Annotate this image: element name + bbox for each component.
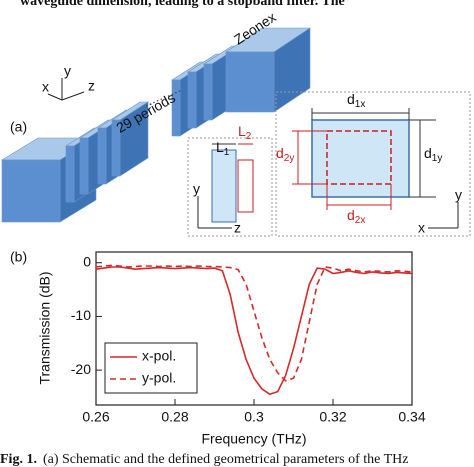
- caption: Fig. 1. (a) Schematic and the defined geo…: [0, 452, 408, 467]
- x-axis-label: Frequency (THz): [201, 431, 306, 447]
- box-front: [187, 71, 197, 129]
- dim-label: d2x: [347, 207, 365, 226]
- series-line: [95, 266, 413, 396]
- box-front: [171, 79, 181, 137]
- legend-box: [104, 342, 198, 394]
- schematic: Zeonex: [0, 9, 311, 223]
- layer: [237, 159, 254, 213]
- x-tick-label: 0.3: [244, 409, 264, 425]
- x-tick-label: 0.34: [398, 409, 425, 425]
- box-front: [203, 63, 213, 121]
- axis-letter: y: [193, 181, 200, 197]
- axis-letter: x: [42, 79, 49, 95]
- y-tick-label: -20: [71, 361, 91, 377]
- y-axis-label: Transmission (dB): [37, 271, 53, 384]
- dim-label: L1: [216, 139, 230, 158]
- inset: [275, 91, 471, 237]
- legend-label: x-pol.: [142, 348, 176, 364]
- box-front: [111, 119, 121, 177]
- x-tick-label: 0.32: [319, 409, 346, 425]
- dim-label: L2: [238, 123, 252, 142]
- axes-icon: [197, 196, 232, 229]
- aperture: [326, 130, 392, 185]
- dims: [292, 130, 392, 210]
- header-text: waveguide dimension, leading to a stopba…: [20, 0, 345, 9]
- axis-letter: y: [64, 63, 71, 79]
- inset: [187, 137, 273, 237]
- axes-icon: [47, 78, 85, 101]
- dim-label: d1y: [424, 145, 442, 164]
- box-front: [97, 127, 107, 185]
- series-line: [95, 264, 413, 382]
- y-tick-label: 0: [83, 253, 91, 269]
- y-tick-label: -10: [71, 307, 91, 323]
- x-tick-label: 0.28: [161, 409, 188, 425]
- axis-letter: x: [418, 220, 425, 236]
- layer: [211, 149, 237, 223]
- axis-letter: y: [455, 187, 462, 203]
- box-front: [65, 145, 75, 203]
- dims: [311, 108, 436, 198]
- box-front: [225, 51, 275, 113]
- dim-label: d2y: [276, 145, 294, 164]
- box-front: [79, 137, 89, 195]
- axes-icon: [428, 202, 459, 229]
- panel-label: (b): [10, 249, 27, 265]
- x-tick-label: 0.26: [82, 409, 109, 425]
- axis-letter: z: [88, 78, 95, 94]
- axis-letter: z: [234, 220, 241, 236]
- dim-label: d1x: [347, 91, 365, 110]
- dots: [145, 89, 183, 107]
- box-front: [1, 159, 61, 223]
- panel-label: (a): [10, 119, 27, 135]
- legend-label: y-pol.: [142, 370, 176, 386]
